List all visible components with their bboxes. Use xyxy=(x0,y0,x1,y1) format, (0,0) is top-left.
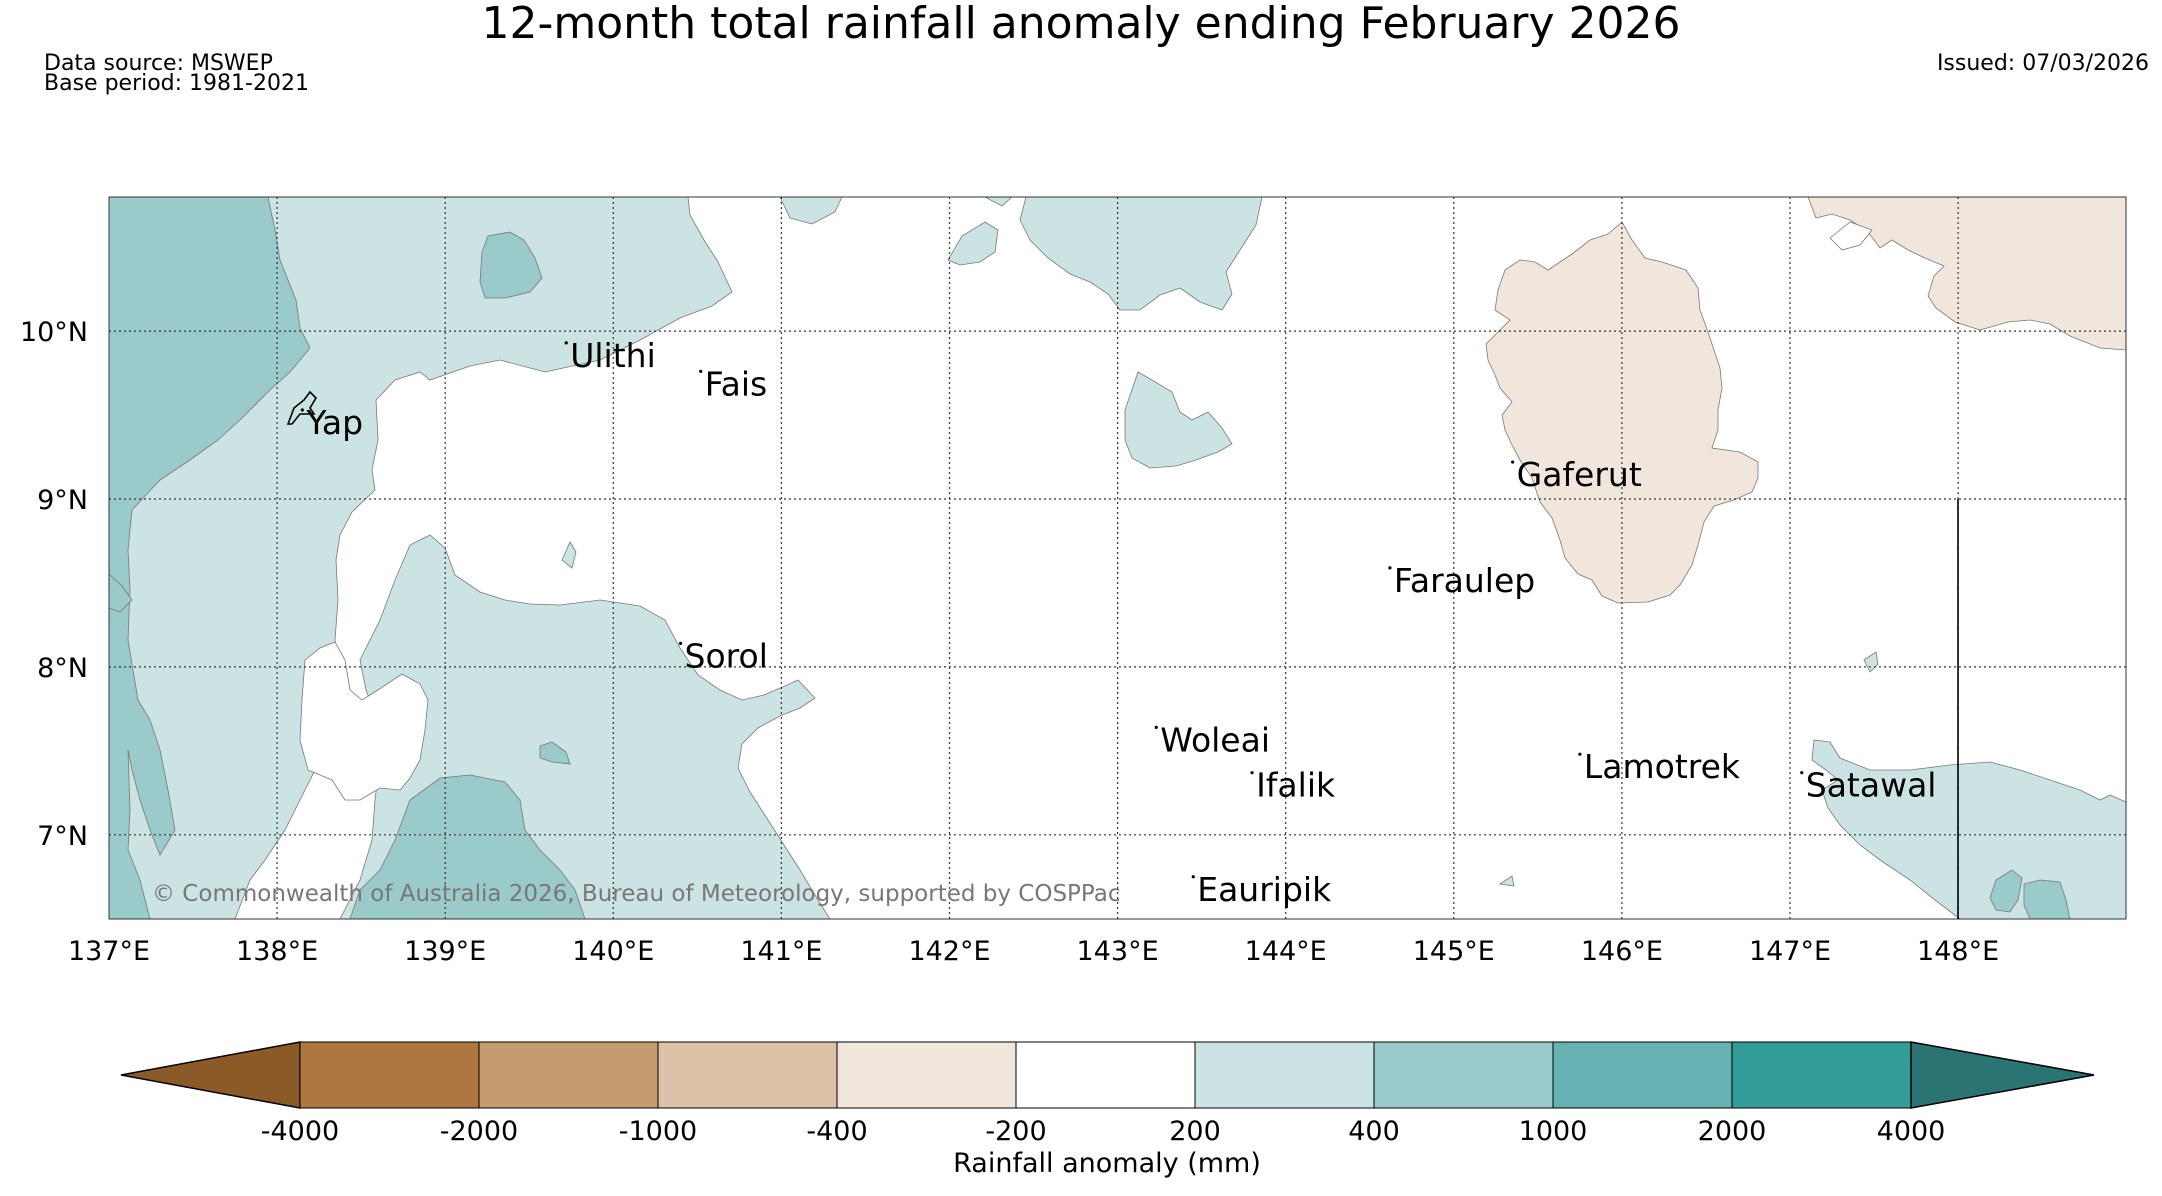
place-label: Woleai xyxy=(1160,720,1270,759)
anomaly-region-400-1000-southeast-1 xyxy=(1989,869,2023,913)
lon-tick-label: 137°E xyxy=(68,936,150,967)
anomaly-region-200-400-tiny-2 xyxy=(1498,875,1515,887)
colorbar-segment xyxy=(836,1041,1017,1109)
colorbar-tick-label: -4000 xyxy=(261,1116,339,1147)
anomaly-region-200-400-north-1 xyxy=(1019,197,1263,311)
colorbar-tick-label: 400 xyxy=(1348,1116,1400,1147)
lon-tick-label: 147°E xyxy=(1749,936,1831,967)
colorbar-tick-label: 200 xyxy=(1169,1116,1221,1147)
lon-tick-label: 148°E xyxy=(1917,936,1999,967)
map-frame xyxy=(108,196,2127,920)
anomaly-region-neutral-gap xyxy=(299,641,429,801)
place-marker xyxy=(1154,725,1158,729)
colorbar-tick-label: 1000 xyxy=(1519,1116,1588,1147)
place-label: Faraulep xyxy=(1394,561,1535,600)
anomaly-fill-layer xyxy=(109,197,2126,919)
lat-tick-label: 10°N xyxy=(20,317,88,348)
graticule xyxy=(109,197,2126,919)
colorbar-segment xyxy=(1194,1041,1375,1109)
place-marker xyxy=(1511,460,1515,464)
map-title: 12-month total rainfall anomaly ending F… xyxy=(481,0,1681,49)
colorbar: -4000 -2000 -1000 -400 -200 200 400 1000 2000 400… xyxy=(120,1041,2095,1147)
lon-tick-label: 138°E xyxy=(236,936,318,967)
lat-tick-label: 9°N xyxy=(37,485,88,516)
anomaly-region-200-400-tiny-1 xyxy=(1863,651,1879,673)
yap-island-outline xyxy=(286,390,318,425)
lon-tick-label: 141°E xyxy=(740,936,822,967)
anomaly-region-200-400-tiny-3 xyxy=(561,541,577,569)
anomaly-region-400-1000-west-edge xyxy=(109,573,133,613)
lon-tick-label: 139°E xyxy=(404,936,486,967)
place-marker xyxy=(1250,771,1254,775)
lat-tick-label: 7°N xyxy=(37,821,88,852)
lon-tick-label: 140°E xyxy=(572,936,654,967)
place-label: Sorol xyxy=(685,636,768,675)
base-period: Base period: 1981-2021 xyxy=(44,71,309,96)
colorbar-tick-label: -400 xyxy=(806,1116,867,1147)
anomaly-region-200-400-north-2 xyxy=(947,221,999,266)
lon-tick-label: 143°E xyxy=(1077,936,1159,967)
anomaly-region-200-400-north-4 xyxy=(984,197,1013,207)
place-marker xyxy=(1578,752,1582,756)
colorbar-segment xyxy=(1552,1041,1733,1109)
place-marker xyxy=(300,408,304,412)
place-label: Ulithi xyxy=(570,336,656,375)
place-label: Lamotrek xyxy=(1584,747,1741,786)
place-marker xyxy=(564,341,568,345)
colorbar-segment xyxy=(1731,1041,1912,1109)
anomaly-region-200-400-southeast xyxy=(1811,739,2126,919)
place-marker xyxy=(699,369,703,373)
colorbar-segment xyxy=(299,1041,480,1109)
place-label: Yap xyxy=(305,403,363,442)
lon-tick-label: 142°E xyxy=(908,936,990,967)
place-label: Ifalik xyxy=(1256,766,1336,805)
colorbar-tick-label: -200 xyxy=(985,1116,1046,1147)
data-source: Data source: MSWEP xyxy=(44,51,273,76)
anomaly-region-400-1000-west xyxy=(109,197,311,919)
anomaly-region-400-1000-north-blob xyxy=(479,231,543,299)
axis-tick-labels: 137°E 138°E 139°E 140°E 141°E 142°E 143°E 144°E… xyxy=(20,317,1999,967)
anomaly-region-400-1000-southeast-2 xyxy=(2023,879,2071,919)
anomaly-region-400-1000-south xyxy=(349,774,586,919)
metadata-block: Data source: MSWEP Base period: 1981-202… xyxy=(44,51,309,96)
anomaly-region-200-400-north-3 xyxy=(779,197,843,225)
colorbar-label: Rainfall anomaly (mm) xyxy=(953,1148,1261,1179)
place-marker xyxy=(1191,875,1195,879)
colorbar-tick-label: -1000 xyxy=(619,1116,697,1147)
colorbar-segment xyxy=(1373,1041,1554,1109)
copyright-notice: © Commonwealth of Australia 2026, Bureau… xyxy=(152,881,1121,907)
colorbar-tick-label: 2000 xyxy=(1698,1116,1767,1147)
place-marker xyxy=(1800,771,1804,775)
place-label: Satawal xyxy=(1806,766,1937,805)
lon-tick-label: 146°E xyxy=(1581,936,1663,967)
lon-tick-label: 144°E xyxy=(1245,936,1327,967)
colorbar-extend-low xyxy=(120,1041,301,1109)
anomaly-region-400-1000-small xyxy=(539,741,571,765)
place-marker xyxy=(1388,566,1392,570)
colorbar-segment xyxy=(1015,1041,1196,1109)
place-label: Gaferut xyxy=(1517,455,1642,494)
place-label: Fais xyxy=(705,364,768,403)
colorbar-tick-label: -2000 xyxy=(440,1116,518,1147)
lon-tick-label: 145°E xyxy=(1413,936,1495,967)
colorbar-tick-label: 4000 xyxy=(1877,1116,1946,1147)
anomaly-region-neutral-northeast-hole xyxy=(1829,221,1873,251)
anomaly-region-neg-400-200-northeast xyxy=(1807,197,2126,351)
place-marker xyxy=(678,641,683,645)
colorbar-extend-high xyxy=(1910,1041,2095,1109)
lat-tick-label: 8°N xyxy=(37,653,88,684)
colorbar-segment xyxy=(478,1041,659,1109)
place-label: Eauripik xyxy=(1197,870,1332,909)
anomaly-region-200-400-mid xyxy=(1124,371,1233,469)
colorbar-segment xyxy=(657,1041,838,1109)
place-labels: Yap Ulithi Fais Gaferut Faraulep Sorol Woleai I… xyxy=(300,336,1937,909)
issued-date: Issued: 07/03/2026 xyxy=(1936,51,2149,76)
